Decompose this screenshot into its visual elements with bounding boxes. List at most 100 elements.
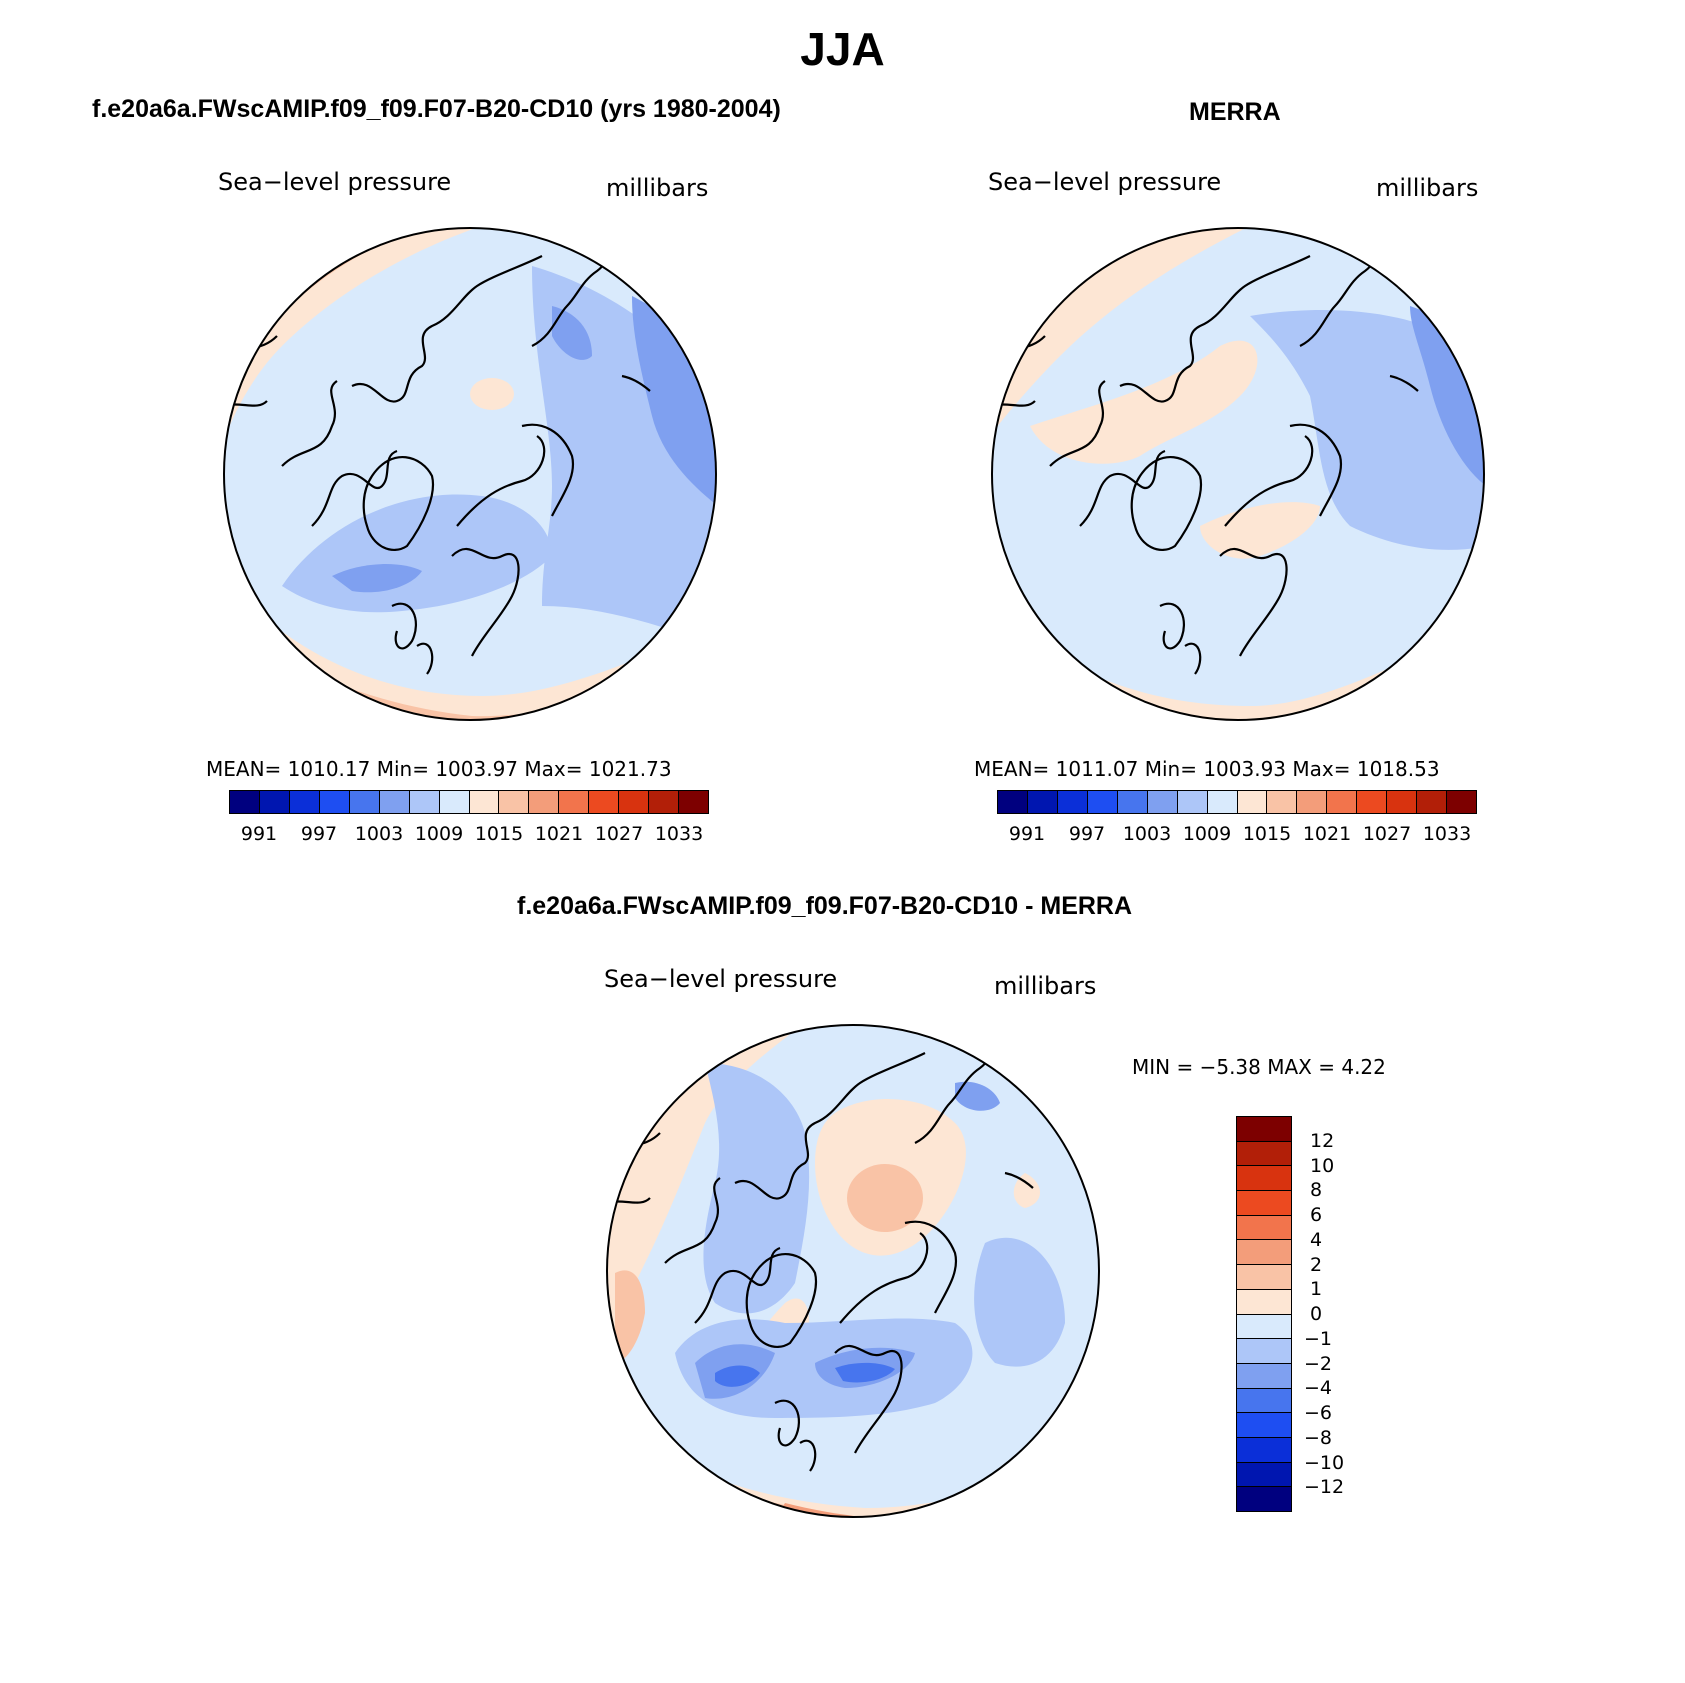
- obs-colorbar: [997, 790, 1477, 814]
- model-colorbar-box: [559, 791, 590, 813]
- diff-colorbar-tick-label: −1: [1304, 1327, 1333, 1350]
- model-colorbar-box: [589, 791, 620, 813]
- obs-colorbar-box: [1207, 791, 1238, 813]
- model-colorbar-tick-label: 1009: [414, 823, 464, 845]
- diff-colorbar-tick-label: 6: [1310, 1204, 1323, 1226]
- model-colorbar-box: [499, 791, 530, 813]
- obs-colorbar-box: [1237, 791, 1268, 813]
- diff-colorbar-box: [1237, 1289, 1291, 1315]
- model-colorbar-box: [379, 791, 410, 813]
- obs-colorbar-tick-label: 1021: [1302, 823, 1352, 845]
- model-stats: MEAN= 1010.17 Min= 1003.97 Max= 1021.73: [206, 757, 672, 781]
- obs-colorbar-box: [1027, 791, 1058, 813]
- obs-colorbar-box: [1297, 791, 1328, 813]
- model-colorbar-box: [439, 791, 470, 813]
- diff-colorbar-tick-label: −10: [1304, 1451, 1345, 1474]
- diff-colorbar-box: [1237, 1141, 1291, 1167]
- obs-colorbar-box: [1357, 791, 1388, 813]
- model-colorbar-tick-label: 1027: [594, 823, 644, 845]
- diff-colorbar-box: [1237, 1487, 1291, 1511]
- model-colorbar-tick-label: 997: [300, 823, 338, 845]
- diff-colorbar-box: [1237, 1265, 1291, 1290]
- obs-colorbar-box: [1267, 791, 1298, 813]
- diff-colorbar-tick-label: −6: [1304, 1402, 1333, 1424]
- diff-colorbar-box: [1237, 1413, 1291, 1438]
- diff-colorbar-tick-label: 2: [1310, 1253, 1323, 1276]
- diff-colorbar-tick-label: 12: [1310, 1129, 1335, 1152]
- diff-colorbar-box: [1237, 1191, 1291, 1216]
- obs-colorbar-tick-label: 1027: [1362, 823, 1412, 845]
- model-colorbar-tick-label: 1033: [654, 823, 704, 845]
- diff-colorbar-box: [1237, 1462, 1291, 1488]
- model-colorbar: [229, 790, 709, 814]
- model-colorbar-box: [349, 791, 380, 813]
- obs-colorbar-box: [1057, 791, 1088, 813]
- diff-colorbar-tick-label: 10: [1310, 1154, 1335, 1177]
- diff-left-label: Sea−level pressure: [604, 965, 838, 993]
- obs-colorbar-tick-label: 991: [1008, 823, 1046, 845]
- model-colorbar-box: [289, 791, 320, 813]
- diff-colorbar-box: [1237, 1314, 1291, 1340]
- obs-colorbar-tick-label: 1015: [1242, 823, 1292, 845]
- model-colorbar-box: [529, 791, 560, 813]
- model-colorbar-box: [649, 791, 680, 813]
- model-colorbar-ticks: 991 997 1003 1009 1015 1021 1027 1033: [229, 823, 709, 847]
- diff-colorbar-box: [1237, 1166, 1291, 1192]
- diff-colorbar-box: [1237, 1388, 1291, 1414]
- diff-colorbar-tick-label: 8: [1310, 1179, 1323, 1202]
- diff-colorbar: [1236, 1116, 1292, 1512]
- diff-colorbar-box: [1237, 1437, 1291, 1463]
- model-right-label: millibars: [606, 174, 709, 202]
- obs-colorbar-ticks: 991 997 1003 1009 1015 1021 1027 1033: [997, 823, 1477, 847]
- diff-stats: MIN = −5.38 MAX = 4.22: [1132, 1055, 1386, 1079]
- diff-colorbar-tick-label: −2: [1304, 1352, 1333, 1375]
- model-colorbar-tick-label: 1015: [474, 823, 524, 845]
- diff-right-label: millibars: [994, 972, 1097, 1000]
- obs-colorbar-box: [1177, 791, 1208, 813]
- model-colorbar-box: [409, 791, 440, 813]
- obs-right-label: millibars: [1376, 174, 1479, 202]
- diff-colorbar-tick-label: −8: [1304, 1426, 1333, 1449]
- diff-colorbar-tick-label: 0: [1310, 1303, 1323, 1325]
- obs-colorbar-box: [1387, 791, 1418, 813]
- obs-panel-title: MERRA: [1189, 98, 1281, 126]
- diff-colorbar-box: [1237, 1363, 1291, 1389]
- obs-colorbar-box: [1117, 791, 1148, 813]
- model-colorbar-tick-label: 991: [240, 823, 278, 845]
- diff-colorbar-box: [1237, 1215, 1291, 1241]
- diff-colorbar-tick-label: −4: [1304, 1377, 1333, 1400]
- obs-colorbar-tick-label: 1003: [1122, 823, 1172, 845]
- model-panel-title: f.e20a6a.FWscAMIP.f09_f09.F07-B20-CD10 (…: [92, 95, 781, 123]
- diff-colorbar-ticks: 12 10 8 6 4 2 1 0 −1 −2 −4 −6 −8 −10 −12: [1304, 1116, 1384, 1512]
- diff-colorbar-tick-label: 4: [1310, 1228, 1323, 1251]
- obs-colorbar-box: [1087, 791, 1118, 813]
- model-colorbar-box: [319, 791, 350, 813]
- diff-colorbar-tick-label: −12: [1304, 1476, 1345, 1499]
- model-colorbar-tick-label: 1003: [354, 823, 404, 845]
- model-colorbar-box: [230, 791, 260, 813]
- obs-left-label: Sea−level pressure: [988, 168, 1222, 196]
- diff-polar-map: [606, 1024, 1100, 1518]
- diff-panel-title: f.e20a6a.FWscAMIP.f09_f09.F07-B20-CD10 -…: [517, 892, 1133, 920]
- diff-colorbar-tick-label: 1: [1310, 1278, 1323, 1301]
- obs-colorbar-tick-label: 997: [1068, 823, 1106, 845]
- obs-colorbar-tick-label: 1033: [1422, 823, 1472, 845]
- obs-colorbar-box: [1147, 791, 1178, 813]
- model-left-label: Sea−level pressure: [218, 168, 452, 196]
- model-colorbar-box: [619, 791, 650, 813]
- obs-colorbar-box: [1447, 791, 1476, 813]
- model-colorbar-box: [469, 791, 500, 813]
- obs-stats: MEAN= 1011.07 Min= 1003.93 Max= 1018.53: [974, 757, 1440, 781]
- model-colorbar-box: [679, 791, 708, 813]
- obs-colorbar-box: [1417, 791, 1448, 813]
- model-colorbar-box: [259, 791, 290, 813]
- diff-colorbar-box: [1237, 1240, 1291, 1266]
- diff-colorbar-box: [1237, 1117, 1291, 1142]
- obs-colorbar-tick-label: 1009: [1182, 823, 1232, 845]
- model-colorbar-tick-label: 1021: [534, 823, 584, 845]
- diff-colorbar-box: [1237, 1339, 1291, 1364]
- obs-colorbar-box: [998, 791, 1028, 813]
- obs-polar-map: [991, 227, 1485, 721]
- figure-title: JJA: [800, 23, 885, 75]
- model-polar-map: [223, 227, 717, 721]
